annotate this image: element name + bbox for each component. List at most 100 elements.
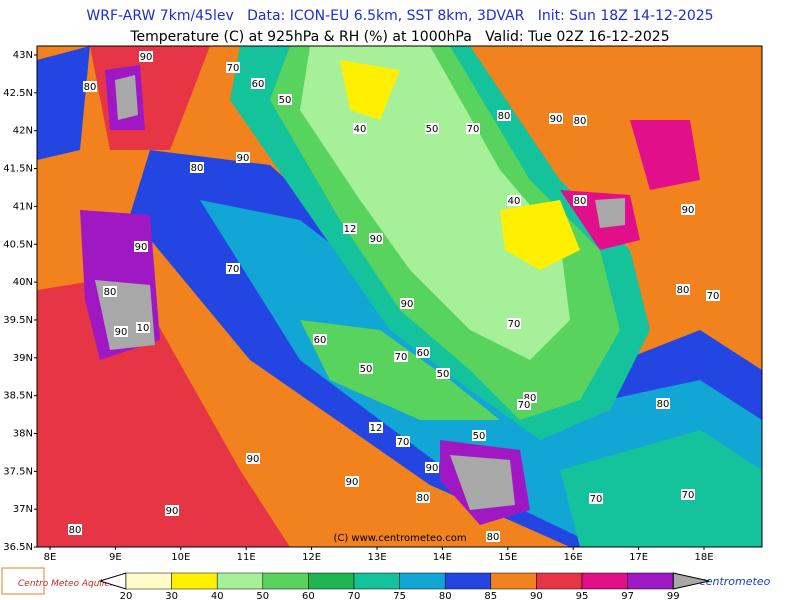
contour-label-bg — [486, 531, 500, 542]
contour-label: 90 — [370, 234, 383, 245]
colorbar-cell — [490, 572, 537, 590]
contour-label: 60 — [417, 348, 430, 359]
colorbar-label: 95 — [576, 591, 589, 600]
colorbar-cell — [353, 572, 400, 590]
contour-label: 50 — [437, 369, 450, 380]
contour-label-bg — [497, 110, 511, 121]
colorbar-label: 60 — [302, 591, 315, 600]
contour-label-bg — [549, 113, 563, 124]
colorbar-cell — [627, 572, 674, 590]
lon-label: 10E — [171, 552, 190, 563]
colorbar-label: 97 — [621, 591, 634, 600]
contour-label: 50 — [426, 124, 439, 135]
lon-label: 17E — [629, 552, 648, 563]
contour-label: 70 — [682, 490, 695, 501]
lon-label: 15E — [498, 552, 517, 563]
contour-label-bg — [226, 263, 240, 274]
contour-label-bg — [656, 398, 670, 409]
contour-label: 90 — [346, 477, 359, 488]
lat-label: 40N — [13, 277, 33, 288]
contour-label: 70 — [397, 437, 410, 448]
contour-label: 80 — [677, 285, 690, 296]
contour-label-bg — [706, 290, 720, 301]
lat-label: 40.5N — [3, 239, 33, 250]
contour-label: 90 — [135, 242, 148, 253]
contour-label: 80 — [84, 82, 97, 93]
colorbar-label: 75 — [393, 591, 406, 600]
colorbar-label: 50 — [256, 591, 269, 600]
contour-label-bg — [396, 436, 410, 447]
contour-label: 80 — [657, 399, 670, 410]
contour-label-bg — [226, 62, 240, 73]
contour-label: 70 — [227, 264, 240, 275]
lon-label: 8E — [44, 552, 57, 563]
colorbar-label: 99 — [667, 591, 680, 600]
contour-label-bg — [681, 489, 695, 500]
contour-label: 50 — [473, 431, 486, 442]
contour-label-bg — [369, 233, 383, 244]
lat-label: 36.5N — [3, 542, 33, 553]
colorbar-label: 80 — [439, 591, 452, 600]
contour-label: 60 — [252, 79, 265, 90]
colorbar-cell — [399, 572, 446, 590]
lat-label: 42N — [13, 126, 33, 137]
colorbar-cell — [262, 572, 309, 590]
lon-label: 12E — [302, 552, 321, 563]
contour-label: 40 — [508, 196, 521, 207]
contour-label-bg — [165, 505, 179, 516]
lat-label: 42.5N — [3, 88, 33, 99]
contour-label-bg — [246, 453, 260, 464]
colorbar-cell — [536, 572, 583, 590]
contour-label-bg — [369, 422, 383, 433]
contour-label: 50 — [279, 95, 292, 106]
contour-label-bg — [507, 318, 521, 329]
lon-label: 18E — [694, 552, 713, 563]
contour-label: 80 — [574, 116, 587, 127]
contour-label-bg — [68, 524, 82, 535]
contour-label-bg — [236, 152, 250, 163]
lon-label: 11E — [237, 552, 256, 563]
colorbar-cell — [171, 572, 218, 590]
contour-label: 40 — [354, 124, 367, 135]
contour-label: 80 — [191, 163, 204, 174]
contour-label: 90 — [166, 506, 179, 517]
colorbar-over — [672, 572, 710, 590]
contour-label-bg — [681, 204, 695, 215]
contour-label: 80 — [417, 493, 430, 504]
contour-label-bg — [139, 51, 153, 62]
contour-label-bg — [136, 322, 150, 333]
contour-label: 80 — [487, 532, 500, 543]
lat-label: 39N — [13, 353, 33, 364]
contour-label: 90 — [237, 153, 250, 164]
header-line2: Temperature (C) at 925hPa & RH (%) at 10… — [129, 29, 669, 45]
contour-label: 70 — [227, 63, 240, 74]
map-field — [37, 46, 762, 547]
colorbar-label: 20 — [120, 591, 133, 600]
contour-label: 70 — [467, 124, 480, 135]
contour-label-bg — [251, 78, 265, 89]
colorbar-cell — [444, 572, 492, 590]
contour-label: 50 — [360, 364, 373, 375]
contour-label-bg — [345, 476, 359, 487]
contour-label: 90 — [247, 454, 260, 465]
contour-label-bg — [589, 493, 603, 504]
contour-label-bg — [573, 115, 587, 126]
contour-label: 12 — [370, 423, 383, 434]
contour-label-bg — [278, 94, 292, 105]
colorbar-cell — [125, 572, 172, 590]
lon-label: 16E — [564, 552, 583, 563]
contour-label-bg — [190, 162, 204, 173]
colorbar-cell — [308, 572, 355, 590]
contour-label: 90 — [426, 463, 439, 474]
colorbar-label: 85 — [484, 591, 497, 600]
contour-label: 80 — [69, 525, 82, 536]
contour-label-bg — [114, 326, 128, 337]
contour-label: 80 — [574, 196, 587, 207]
logo-right: centrometeo — [700, 575, 771, 588]
contour-label-bg — [517, 399, 531, 410]
colorbar-label: 90 — [530, 591, 543, 600]
contour-label-bg — [313, 334, 327, 345]
contour-label: 90 — [682, 205, 695, 216]
lat-label: 37N — [13, 504, 33, 515]
contour-label-bg — [103, 286, 117, 297]
